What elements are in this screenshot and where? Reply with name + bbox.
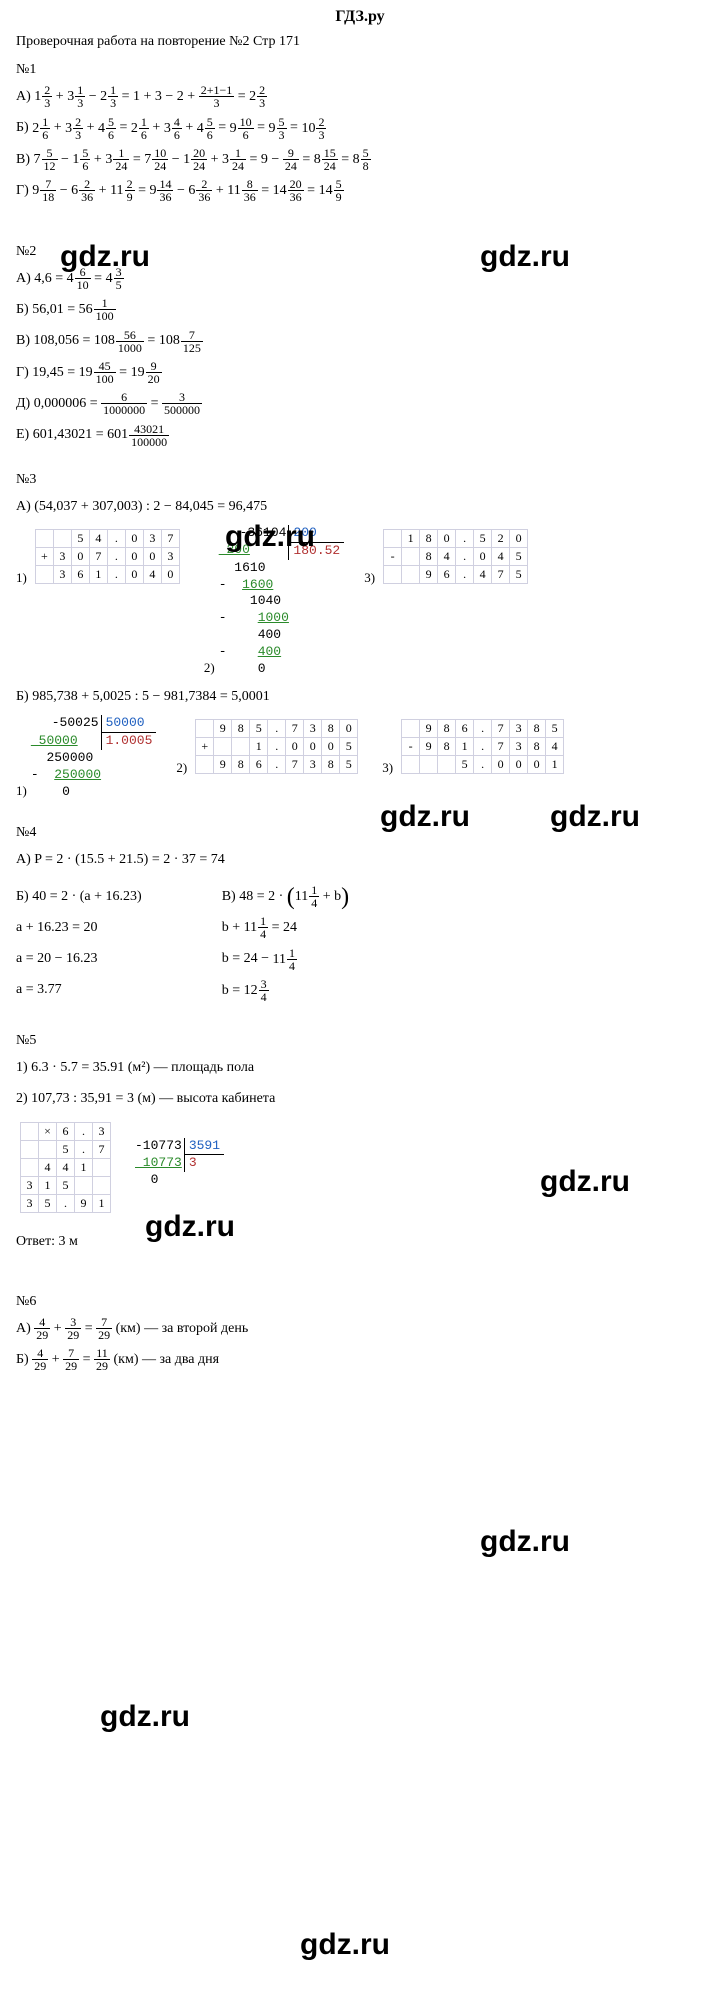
- p5-l1: 1) 6.3 · 5.7 = 35.91 (м²) — площадь пола: [16, 1055, 704, 1080]
- p4-a: А) P = 2 · (15.5 + 21.5) = 2 · 37 = 74: [16, 847, 704, 872]
- watermark: gdz.ru: [100, 1700, 190, 1734]
- p6-b: Б) 429 + 729 = 1129 (км) — за два дня: [16, 1347, 704, 1372]
- calc-table: 985.7380+1.0005986.7385: [195, 719, 358, 774]
- problem-6-num: №6: [16, 1294, 704, 1310]
- calc-table: 180.520-84.04596.475: [383, 529, 528, 584]
- problem-1-num: №1: [16, 62, 704, 78]
- problem-2-num: №2: [16, 244, 704, 260]
- long-division: -36104200 200180.52 1610- 1600 1040- 100…: [219, 525, 345, 678]
- problem-4-num: №4: [16, 825, 704, 841]
- watermark: gdz.ru: [300, 1928, 390, 1962]
- site-header: ГДЗ.ру: [16, 8, 704, 26]
- calc-table: 54.037+307.003361.040: [35, 529, 180, 584]
- long-division: -5002550000 500001.0005 250000- 250000 0: [31, 715, 157, 800]
- p3-a: А) (54,037 + 307,003) : 2 − 84,045 = 96,…: [16, 494, 704, 519]
- p1-a: А) 123 + 313 − 213 = 1 + 3 − 2 + 2+1−13 …: [16, 84, 704, 109]
- p2-b: Б) 56,01 = 561100: [16, 297, 704, 322]
- p1-v: В) 7512 − 156 + 3124 = 71024 − 12024 + 3…: [16, 147, 704, 172]
- calc-table: ×6.35.744131535.91: [20, 1122, 111, 1213]
- page-subtitle: Проверочная работа на повторение №2 Стр …: [16, 34, 704, 50]
- p1-g: Г) 9718 − 6236 + 1129 = 91436 − 6236 + 1…: [16, 178, 704, 203]
- p2-a: А) 4,6 = 4610 = 435: [16, 266, 704, 291]
- p5-l2: 2) 107,73 : 35,91 = 3 (м) — высота кабин…: [16, 1086, 704, 1111]
- p3-b: Б) 985,738 + 5,0025 : 5 − 981,7384 = 5,0…: [16, 684, 704, 709]
- p5-answer: Ответ: 3 м: [16, 1229, 704, 1254]
- problem-5-num: №5: [16, 1033, 704, 1049]
- p2-e: Е) 601,43021 = 60143021100000: [16, 422, 704, 447]
- problem-3-num: №3: [16, 472, 704, 488]
- p2-d: Д) 0,000006 = 61000000 = 3500000: [16, 391, 704, 416]
- calc-table: 986.7385-981.73845.0001: [401, 719, 564, 774]
- p3-a-calcs: 1) 54.037+307.003361.040 2) -36104200 20…: [16, 525, 704, 678]
- p3-b-calcs: 1) -5002550000 500001.0005 250000- 25000…: [16, 715, 704, 800]
- p2-g: Г) 19,45 = 1945100 = 19920: [16, 360, 704, 385]
- p1-b: Б) 216 + 323 + 456 = 216 + 346 + 456 = 9…: [16, 115, 704, 140]
- p5-calcs: ×6.35.744131535.91 -107733591 107733 0: [16, 1118, 704, 1217]
- watermark: gdz.ru: [480, 1525, 570, 1559]
- p2-v: В) 108,056 = 108561000 = 1087125: [16, 328, 704, 353]
- p4-bv: Б) 40 = 2 · (a + 16.23) a + 16.23 = 20 a…: [16, 878, 704, 1010]
- p6-a: А) 429 + 329 = 729 (км) — за второй день: [16, 1316, 704, 1341]
- long-division: -107733591 107733 0: [135, 1138, 224, 1190]
